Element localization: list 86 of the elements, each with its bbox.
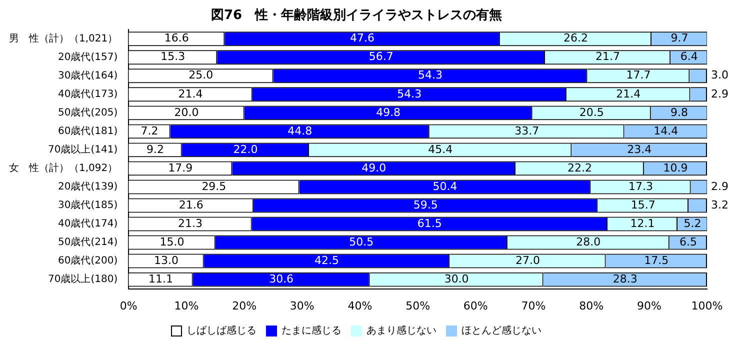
data-label: 9.7 [670,32,688,45]
y-tick-label: 30歳代(164) [58,69,118,82]
data-label: 30.0 [444,272,469,286]
data-label: 54.3 [397,87,422,100]
chart-title: 図76 性・年齢階級別イライラやストレスの有無 [210,8,502,24]
legend-label: たまに感じる [282,324,342,337]
data-label: 6.4 [680,50,698,64]
data-label: 26.2 [563,32,588,45]
data-label: 11.1 [148,272,173,286]
data-label: 45.4 [428,142,453,156]
data-label: 16.6 [164,32,189,45]
data-label: 44.8 [288,124,312,138]
x-tick-label: 10% [174,299,199,312]
data-label: 17.9 [168,161,193,174]
x-tick-label: 50% [406,299,430,312]
data-label: 6.5 [679,235,697,248]
data-label: 49.8 [376,106,401,119]
data-label: 9.2 [146,142,164,156]
x-tick-label: 0% [120,299,138,312]
data-label: 7.2 [140,124,158,138]
data-label: 30.6 [269,272,294,286]
y-tick-label: 60歳代(181) [58,125,118,138]
data-label: 27.0 [515,254,540,267]
x-tick-label: 100% [691,299,723,312]
data-label: 2.9 [711,180,728,193]
y-tick-label: 男 性（計）（1,021） [8,32,118,44]
data-label: 21.3 [178,216,202,230]
x-tick-label: 60% [463,299,488,312]
y-tick-label: 40歳代(173) [58,88,118,100]
data-label: 50.4 [432,180,458,193]
y-tick-label: 60歳代(200) [58,254,118,267]
x-tick-label: 40% [348,299,372,312]
data-label: 21.4 [616,87,641,100]
data-label: 21.7 [596,50,620,64]
data-label: 22.0 [233,142,258,156]
data-label: 5.2 [684,216,702,230]
data-label: 10.9 [663,161,688,174]
x-tick-label: 80% [579,299,604,312]
x-tick-label: 20% [232,299,257,312]
y-tick-label: 30歳代(185) [58,199,118,212]
data-label: 56.7 [368,50,394,64]
data-label: 17.7 [626,68,651,82]
data-label: 17.5 [644,254,669,267]
data-label: 49.0 [362,161,386,174]
data-label: 50.5 [349,235,374,248]
y-tick-label: 50歳代(205) [58,106,118,119]
data-label: 25.0 [188,68,214,82]
y-tick-label: 女 性（計）（1,092） [8,162,118,174]
y-tick-label: 40歳代(174) [58,218,118,230]
data-label: 20.0 [174,106,199,119]
data-label: 47.6 [350,32,375,45]
data-label: 21.4 [178,87,203,100]
legend-label: ほとんど感じない [462,324,542,337]
data-label: 14.4 [654,124,678,138]
x-tick-label: 70% [521,299,546,312]
x-tick-label: 90% [636,299,662,312]
y-tick-label: 20歳代(139) [58,180,118,193]
data-label: 20.5 [579,106,604,119]
data-label: 59.5 [413,198,438,212]
data-label: 29.5 [202,180,226,193]
data-label: 42.5 [314,254,339,267]
legend-label: しばしば感じる [186,324,256,337]
data-label: 54.3 [418,68,442,82]
data-label: 61.5 [417,216,442,230]
data-label: 12.1 [630,216,655,230]
data-label: 28.3 [612,272,638,286]
y-tick-label: 20歳代(157) [58,50,118,63]
data-label: 17.3 [628,180,654,193]
data-label: 15.7 [630,198,656,212]
data-label: 3.2 [711,198,728,212]
data-label: 13.0 [154,254,178,267]
data-label: 15.3 [160,50,186,64]
y-tick-label: 70歳以上(141) [48,144,118,156]
legend-label: あまり感じない [366,324,436,337]
y-tick-label: 50歳代(214) [58,236,118,248]
y-tick-label: 70歳以上(180) [48,273,118,286]
data-label: 3.0 [711,68,728,82]
data-label: 9.8 [670,106,688,119]
data-label: 28.0 [576,235,601,248]
data-label: 2.9 [711,87,728,100]
data-label: 33.7 [514,124,540,138]
data-label: 23.4 [627,142,652,156]
x-tick-label: 30% [290,299,314,312]
data-label: 22.2 [568,161,592,174]
data-label: 15.0 [160,235,184,248]
data-label: 21.6 [178,198,204,212]
